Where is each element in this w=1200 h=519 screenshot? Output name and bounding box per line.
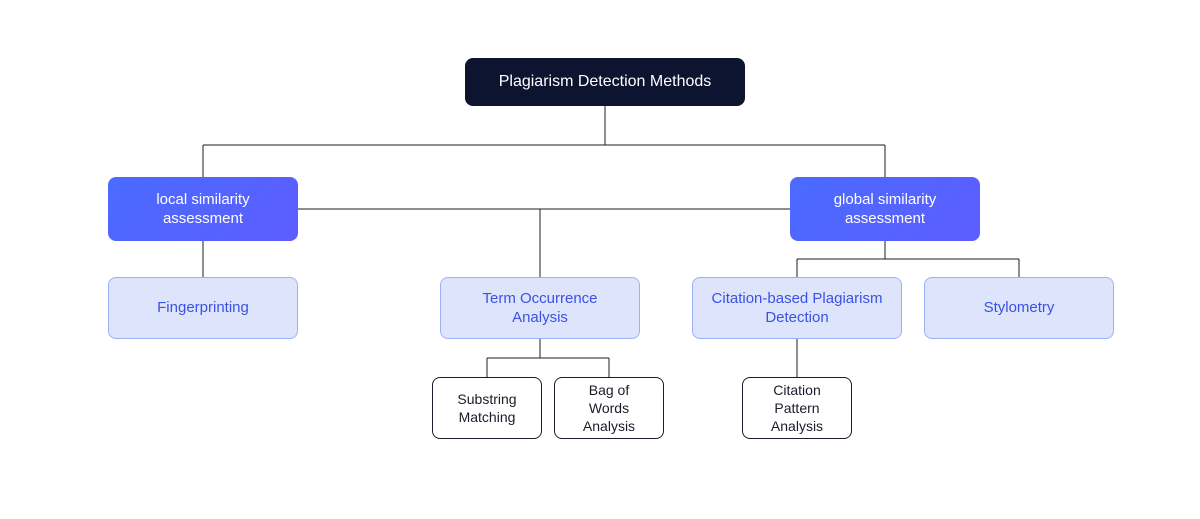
node-label: Citation-based Plagiarism Detection bbox=[705, 289, 889, 328]
node-fingerprinting: Fingerprinting bbox=[108, 277, 298, 339]
node-root: Plagiarism Detection Methods bbox=[465, 58, 745, 106]
node-label: Bag of Words Analysis bbox=[567, 381, 651, 436]
node-citation-pattern: Citation Pattern Analysis bbox=[742, 377, 852, 439]
node-label: Plagiarism Detection Methods bbox=[499, 72, 712, 93]
node-label: Term Occurrence Analysis bbox=[453, 289, 627, 328]
node-bag-of-words: Bag of Words Analysis bbox=[554, 377, 664, 439]
node-label: Stylometry bbox=[984, 298, 1055, 318]
node-stylometry: Stylometry bbox=[924, 277, 1114, 339]
node-label: Citation Pattern Analysis bbox=[755, 381, 839, 436]
node-local-similarity: local similarity assessment bbox=[108, 177, 298, 241]
node-label: Fingerprinting bbox=[157, 298, 249, 318]
node-label: local similarity assessment bbox=[120, 190, 286, 229]
node-global-similarity: global similarity assessment bbox=[790, 177, 980, 241]
node-substring-matching: Substring Matching bbox=[432, 377, 542, 439]
node-citation-based: Citation-based Plagiarism Detection bbox=[692, 277, 902, 339]
node-term-occurrence: Term Occurrence Analysis bbox=[440, 277, 640, 339]
node-label: global similarity assessment bbox=[802, 190, 968, 229]
diagram-canvas: Plagiarism Detection Methods local simil… bbox=[0, 0, 1200, 519]
node-label: Substring Matching bbox=[445, 390, 529, 426]
